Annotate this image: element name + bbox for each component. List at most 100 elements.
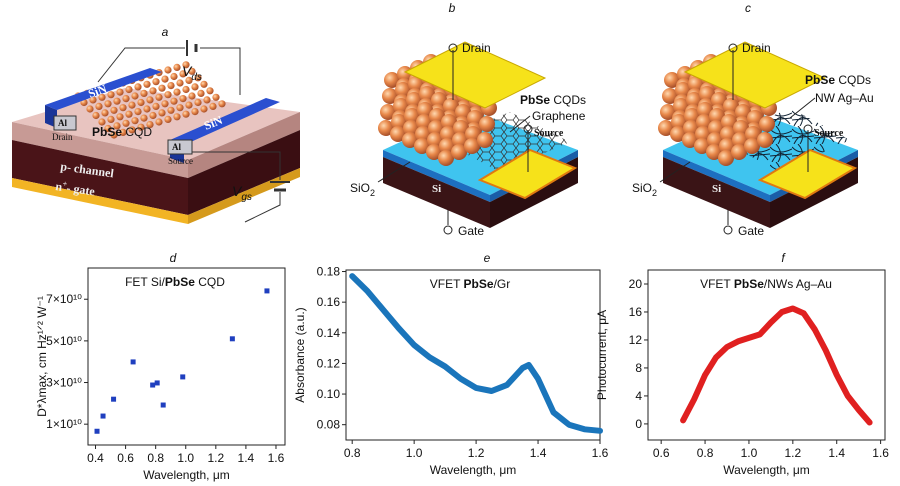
- quantum-dot: [404, 108, 420, 124]
- quantum-dot: [440, 126, 456, 142]
- drain-label: Drain: [462, 41, 491, 55]
- point: [180, 374, 186, 380]
- point: [154, 380, 160, 386]
- source-label: Source: [168, 156, 193, 166]
- quantum-dot: [158, 109, 166, 117]
- x-tick-label: 1.4: [828, 446, 845, 460]
- quantum-dot: [384, 72, 400, 88]
- quantum-dot: [92, 111, 100, 120]
- material: CQDs: [835, 73, 871, 87]
- x-tick-label: 1.2: [468, 446, 485, 460]
- quantum-dot: [721, 114, 737, 130]
- x-tick-label: 0.6: [653, 446, 670, 460]
- quantum-dot: [427, 132, 443, 148]
- quantum-dot: [104, 100, 112, 108]
- quantum-dot: [113, 122, 121, 130]
- channel-front: [12, 122, 188, 178]
- x-tick-label: 1.2: [207, 451, 224, 465]
- plot-frame: [647, 269, 886, 441]
- wire: [192, 151, 281, 180]
- quantum-dot: [431, 92, 447, 108]
- quantum-dot: [439, 138, 455, 154]
- quantum-dot: [206, 87, 214, 95]
- material-label: PbSe CQDs: [805, 73, 871, 87]
- quantum-dot: [149, 111, 157, 120]
- sio2: 2: [370, 188, 375, 198]
- sin-label: SiN: [202, 113, 225, 133]
- quantum-dot: [670, 126, 686, 142]
- sio2-front: [663, 150, 770, 202]
- wire: [200, 47, 241, 95]
- terminal: [803, 124, 813, 134]
- quantum-dot: [155, 93, 163, 101]
- base-front: [12, 178, 188, 224]
- quantum-dot: [194, 98, 202, 107]
- quantum-dot: [113, 97, 121, 105]
- gate: n: [55, 179, 64, 194]
- quantum-dot: [688, 76, 704, 92]
- gate-label: Gate: [738, 224, 764, 238]
- vds-label: Vds: [182, 63, 202, 83]
- x-tick-label: 1.6: [592, 446, 609, 460]
- quantum-dot: [718, 150, 734, 166]
- y-tick-label: 5×10¹⁰: [46, 334, 82, 348]
- quantum-dot: [95, 102, 103, 110]
- drain-label: Drain: [52, 132, 73, 142]
- quantum-dot: [101, 109, 109, 117]
- y-tick-label: 8: [635, 361, 642, 375]
- sio2-label: SiO2: [350, 181, 375, 198]
- title-part: VFET: [700, 277, 734, 291]
- quantum-dot: [465, 126, 481, 142]
- y-axis-label: Absorbance (a.u.): [293, 307, 307, 402]
- quantum-dot: [390, 126, 406, 142]
- quantum-dot: [182, 85, 190, 94]
- quantum-dot: [731, 144, 747, 160]
- panel-label: d: [170, 251, 177, 265]
- quantum-dot: [143, 80, 151, 88]
- quantum-dot: [152, 102, 160, 110]
- vgs: V: [232, 183, 243, 199]
- y-tick-label: 0.16: [317, 295, 341, 309]
- point: [111, 396, 117, 402]
- quantum-dot: [110, 106, 118, 114]
- quantum-dot: [694, 138, 710, 154]
- panel-label: a: [162, 25, 169, 39]
- sio2-label: SiO2: [632, 181, 657, 198]
- quantum-dot: [745, 126, 761, 142]
- terminal: [443, 225, 453, 235]
- title-part: /Gr: [494, 277, 511, 291]
- quantum-dot: [179, 70, 187, 78]
- quantum-dot: [453, 120, 469, 136]
- quantum-dot: [173, 88, 181, 96]
- gate-front: [12, 140, 188, 215]
- sio2-front: [383, 150, 490, 202]
- y-tick-label: 3×10¹⁰: [46, 376, 82, 390]
- quantum-dot: [176, 104, 184, 112]
- quantum-dot: [683, 120, 699, 136]
- quantum-dot: [188, 67, 196, 75]
- device-diagram-c: Drain PbSe CQDs NW Ag–Au Source SiO2 Si …: [632, 41, 874, 238]
- quantum-dot: [732, 132, 748, 148]
- title-part: /NWs Ag–Au: [764, 277, 832, 291]
- source-label: Al: [172, 142, 181, 152]
- drain-pad: [403, 41, 547, 109]
- quantum-dot: [438, 150, 454, 166]
- quantum-dot: [671, 114, 687, 130]
- device-diagram-b: Drain PbSe CQDs Graphene Source SiO2 Si …: [350, 41, 586, 238]
- quantum-dot: [197, 89, 205, 97]
- gate-label: Gate: [458, 224, 484, 238]
- quantum-dot: [191, 108, 199, 116]
- panel-label: f: [781, 251, 786, 265]
- quantum-dot: [98, 93, 106, 101]
- quantum-dot: [697, 102, 713, 118]
- device-diagram-a: SiN SiN Al Drain Al Source PbSe CQD p- c…: [12, 40, 300, 224]
- quantum-dot: [116, 88, 124, 96]
- quantum-dot: [203, 96, 211, 104]
- x-tick-label: 0.8: [344, 446, 361, 460]
- chart-title: VFET PbSe/Gr: [430, 277, 510, 291]
- quantum-dot: [747, 110, 763, 126]
- title-part: VFET: [430, 277, 464, 291]
- quantum-dot: [391, 114, 407, 130]
- drain-label: Al: [58, 118, 67, 128]
